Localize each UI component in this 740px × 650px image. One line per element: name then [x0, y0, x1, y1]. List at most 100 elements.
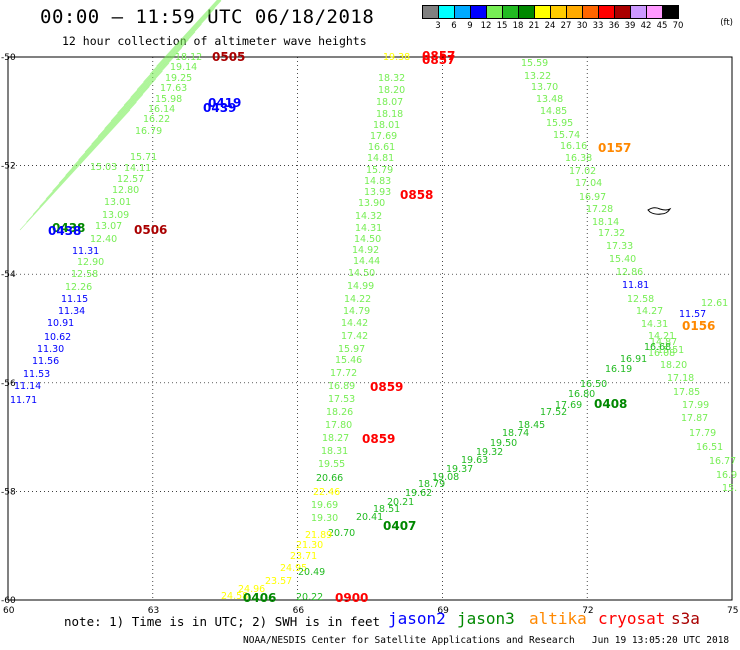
wave-height-label: 18.14 — [592, 217, 619, 228]
wave-height-label: 15.59 — [521, 58, 548, 69]
wave-height-label: 19.63 — [461, 455, 488, 466]
wave-height-label: 13.48 — [536, 94, 563, 105]
color-swatch — [502, 6, 518, 18]
color-scale-label: 21 — [528, 21, 540, 31]
legend-altika: altika — [529, 609, 587, 628]
dense-track-swath — [78, 39, 189, 161]
wave-height-label: 11.34 — [58, 306, 85, 317]
pass-time-label: 0439 — [203, 101, 236, 115]
wave-height-label: 16.38 — [565, 153, 592, 164]
wave-height-label: 19.69 — [311, 500, 338, 511]
wave-height-label: 23.57 — [265, 576, 292, 587]
wave-height-label: 13.70 — [531, 82, 558, 93]
dense-track-swath — [65, 55, 176, 176]
wave-height-label: 15.03 — [90, 162, 117, 173]
color-scale-label: 12 — [480, 21, 492, 31]
wave-height-label: 14.32 — [355, 211, 382, 222]
pass-time-label: 0900 — [335, 591, 368, 605]
color-swatch — [470, 6, 486, 18]
legend-cryosat: cryosat — [598, 609, 666, 628]
wave-height-label: 18.31 — [321, 446, 348, 457]
wave-height-label: 19.62 — [405, 488, 432, 499]
color-scale-label: 15 — [496, 21, 508, 31]
wave-height-label: 11.15 — [61, 294, 88, 305]
color-swatch — [646, 6, 662, 18]
wave-height-label: 17.79 — [689, 428, 716, 439]
wave-height-label: 17.69 — [555, 400, 582, 411]
pass-time-label: 0419 — [208, 96, 241, 110]
wave-height-label: 19.38 — [383, 52, 410, 63]
wave-height-label: 15.79 — [366, 165, 393, 176]
dense-track-swath — [91, 23, 202, 145]
wave-height-label: 15.98 — [155, 94, 182, 105]
wave-height-label: 20.22 — [296, 592, 323, 603]
color-swatch — [582, 6, 598, 18]
color-swatch — [438, 6, 454, 18]
wave-height-label: 17.52 — [540, 407, 567, 418]
wave-height-label: 21.89 — [305, 530, 332, 541]
dense-track-swath — [156, 0, 218, 67]
color-swatch — [423, 6, 438, 18]
wave-height-label: 24.95 — [280, 563, 307, 574]
lat-label: -50 — [1, 53, 16, 63]
wave-height-label: 17.32 — [598, 228, 625, 239]
wave-height-label: 16.50 — [580, 379, 607, 390]
wave-height-label: 18.18 — [376, 109, 403, 120]
pass-time-label: 0857 — [422, 53, 455, 67]
dense-track-swath — [97, 16, 209, 137]
wave-height-label: 18.12 — [175, 52, 202, 63]
wave-height-label: 19.30 — [311, 513, 338, 524]
color-swatch — [662, 6, 678, 18]
color-swatch — [454, 6, 470, 18]
wave-height-label: 14.87 — [650, 337, 677, 348]
wave-height-label: 13.01 — [104, 197, 131, 208]
wave-height-label: 11.31 — [72, 246, 99, 257]
wave-height-label: 14.22 — [344, 294, 371, 305]
dense-track-swath — [117, 0, 222, 114]
wave-height-label: 14.99 — [347, 281, 374, 292]
dense-track-swath — [130, 0, 221, 98]
wave-height-label: 20.66 — [316, 473, 343, 484]
wave-height-label: 11.57 — [679, 309, 706, 320]
color-swatch — [566, 6, 582, 18]
wave-height-label: 19.50 — [490, 438, 517, 449]
wave-height-label: 21.30 — [296, 540, 323, 551]
wave-height-label: 17.69 — [370, 131, 397, 142]
wave-height-label: 19.08 — [432, 472, 459, 483]
wave-height-label: 14.85 — [540, 106, 567, 117]
wave-height-label: 12.40 — [90, 234, 117, 245]
wave-height-label: 17.04 — [575, 178, 602, 189]
dense-track-swath — [123, 0, 221, 106]
wave-height-label: 14.31 — [355, 223, 382, 234]
wave-height-label: 10.91 — [47, 318, 74, 329]
color-scale-label: 6 — [451, 21, 457, 31]
wave-height-label: 14.31 — [641, 319, 668, 330]
color-scale-label: 42 — [640, 21, 652, 31]
island-outline — [647, 207, 672, 215]
wave-height-label: 18.32 — [378, 73, 405, 84]
wave-height-label: 15. — [722, 483, 737, 494]
wave-height-label: 16.9 — [716, 470, 737, 481]
wave-height-label: 18.74 — [502, 428, 529, 439]
wave-height-label: 17.02 — [569, 166, 596, 177]
wave-height-label: 14.79 — [343, 306, 370, 317]
pass-time-label: 0505 — [212, 50, 245, 64]
wave-height-label: 12.26 — [65, 282, 92, 293]
pass-time-label: 0857 — [422, 49, 455, 63]
wave-height-label: 14.27 — [636, 306, 663, 317]
wave-height-label: 14.21 — [648, 331, 675, 342]
color-swatch — [598, 6, 614, 18]
wave-height-label: 16.80 — [568, 389, 595, 400]
dense-track-swath — [104, 8, 215, 129]
color-scale: 3 6 9 12 15 18 21 24 27 30 33 36 39 42 45 70 — [422, 5, 683, 31]
wave-height-label: 13.09 — [102, 210, 129, 221]
color-scale-label: 45 — [656, 21, 668, 31]
legend-s3a: s3a — [671, 609, 700, 628]
pass-time-label: 0438 — [52, 221, 85, 235]
color-swatch — [550, 6, 566, 18]
wave-height-label: 16.22 — [143, 114, 170, 125]
color-swatch — [614, 6, 630, 18]
lat-label: -58 — [1, 487, 16, 497]
wave-height-label: 14.92 — [352, 245, 379, 256]
